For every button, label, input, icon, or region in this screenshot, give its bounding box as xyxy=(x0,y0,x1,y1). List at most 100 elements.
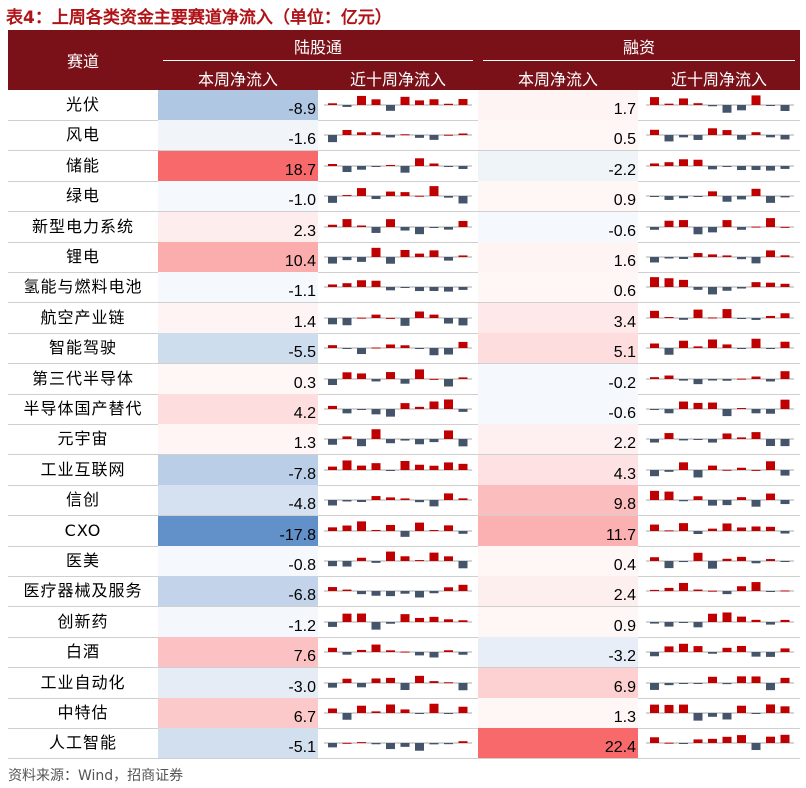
sparkline xyxy=(646,370,794,384)
table-row: 绿电 -1.0 0.9 xyxy=(8,181,800,213)
rz-week-cell: 22.4 xyxy=(478,728,638,759)
table-row: 第三代半导体 0.3 -0.2 xyxy=(8,363,800,395)
rz-week-value: -0.2 xyxy=(608,374,636,392)
sparkline xyxy=(324,130,472,143)
lgt-week-value: -5.1 xyxy=(288,739,316,757)
rz-week-cell: 0.9 xyxy=(478,606,638,637)
rz-week-value: 2.4 xyxy=(613,587,636,605)
lgt-week-cell: 2.3 xyxy=(158,211,318,242)
sparkline xyxy=(324,342,472,356)
sparkline xyxy=(646,675,794,690)
rz-week-value: -0.6 xyxy=(608,405,636,422)
sparkline xyxy=(324,280,472,292)
rz-week-value: 5.1 xyxy=(613,344,636,362)
table-row: 信创 -4.8 9.8 xyxy=(8,485,800,517)
sparkline xyxy=(324,311,472,326)
rz-week-cell: 2.2 xyxy=(478,424,638,455)
rz-week-cell: 0.6 xyxy=(478,272,638,303)
rz-week-value: 3.4 xyxy=(613,313,636,331)
header-track: 赛道 xyxy=(66,52,99,71)
sparkline xyxy=(646,552,794,569)
lgt-week-cell: -8.9 xyxy=(158,90,318,120)
rz-week-cell: -0.2 xyxy=(478,363,638,394)
sparkline xyxy=(646,188,794,204)
lgt-week-value: 0.3 xyxy=(293,374,316,392)
sparkline xyxy=(646,582,794,595)
rz-week-cell: 1.6 xyxy=(478,242,638,272)
lgt-week-cell: 7.6 xyxy=(158,637,318,668)
lgt-week-cell: 1.3 xyxy=(158,424,318,455)
table-row: 锂电 10.4 1.6 xyxy=(8,242,800,273)
track-name: 白酒 xyxy=(65,642,100,662)
lgt-week-value: -17.8 xyxy=(279,526,316,544)
sparkline xyxy=(646,735,794,751)
table-row: 半导体国产替代 4.2 -0.6 xyxy=(8,394,800,425)
lgt-week-cell: 0.3 xyxy=(158,363,318,394)
sparkline xyxy=(324,520,472,537)
table-row: 工业互联网 -7.8 4.3 xyxy=(8,454,800,486)
rz-week-cell: -3.2 xyxy=(478,637,638,668)
track-name: 第三代半导体 xyxy=(31,368,134,388)
table-row: 航空产业链 1.4 3.4 xyxy=(8,302,800,334)
rz-week-value: 0.6 xyxy=(613,283,636,301)
rz-week-value: 0.9 xyxy=(613,192,636,210)
sparkline xyxy=(646,461,794,478)
rz-week-cell: 4.3 xyxy=(478,454,638,485)
track-name: 氢能与燃料电池 xyxy=(23,277,143,297)
table-row: 储能 18.7 -2.2 xyxy=(8,150,800,182)
sparkline xyxy=(324,585,472,598)
rz-week-cell: 0.9 xyxy=(478,181,638,212)
header-lgt-ten: 近十周净流入 xyxy=(349,70,446,89)
lgt-week-value: -1.2 xyxy=(288,617,316,635)
rz-week-cell: 0.5 xyxy=(478,120,638,151)
rz-week-value: 22.4 xyxy=(604,739,636,757)
rz-week-value: 0.9 xyxy=(613,617,636,635)
rz-week-cell: 6.9 xyxy=(478,667,638,698)
lgt-week-value: -1.6 xyxy=(288,131,316,149)
sparkline xyxy=(646,612,794,628)
rz-week-value: 2.2 xyxy=(613,435,636,453)
track-name: 半导体国产替代 xyxy=(23,399,143,418)
lgt-week-value: -7.8 xyxy=(288,465,316,483)
table-row: CXO -17.8 11.7 xyxy=(8,515,800,547)
lgt-week-cell: 6.7 xyxy=(158,698,318,728)
sparkline xyxy=(324,460,472,471)
rz-week-cell: 0.4 xyxy=(478,546,638,576)
lgt-week-cell: -1.6 xyxy=(158,120,318,151)
rz-week-value: 1.3 xyxy=(613,709,636,726)
lgt-week-value: -1.0 xyxy=(288,192,316,210)
lgt-week-value: 1.3 xyxy=(293,435,316,453)
rz-week-value: -3.2 xyxy=(608,648,636,666)
rz-week-cell: -0.6 xyxy=(478,211,638,242)
track-name: 储能 xyxy=(65,155,100,175)
rz-week-cell: 11.7 xyxy=(478,515,638,546)
lgt-week-cell: -3.0 xyxy=(158,667,318,698)
lgt-week-cell: -1.0 xyxy=(158,181,318,212)
rz-week-value: -2.2 xyxy=(608,161,636,179)
lgt-week-cell: -17.8 xyxy=(158,515,318,546)
lgt-week-value: 4.2 xyxy=(293,405,316,422)
track-name: CXO xyxy=(64,520,102,540)
header-divider xyxy=(163,60,473,61)
sparkline xyxy=(646,128,794,142)
rz-week-cell: 2.4 xyxy=(478,576,638,607)
sparkline xyxy=(324,644,472,658)
sparkline xyxy=(324,95,472,111)
sparkline xyxy=(646,159,794,171)
lgt-week-cell: 18.7 xyxy=(158,150,318,181)
header-divider xyxy=(483,60,795,61)
sparkline xyxy=(324,218,472,234)
sparkline xyxy=(324,158,472,173)
header-lgt: 陆股通 xyxy=(293,38,342,57)
sparkline xyxy=(646,338,794,355)
sparkline xyxy=(646,217,794,234)
lgt-week-cell: -1.2 xyxy=(158,606,318,637)
table-row: 元宇宙 1.3 2.2 xyxy=(8,424,800,456)
table-row: 新型电力系统 2.3 -0.6 xyxy=(8,211,800,243)
lgt-week-cell: 4.2 xyxy=(158,394,318,424)
rz-week-cell: -2.2 xyxy=(478,150,638,181)
rz-week-value: 0.5 xyxy=(613,131,636,149)
sparkline xyxy=(646,704,794,721)
table-row: 光伏 -8.9 1.7 xyxy=(8,90,800,121)
sparkline xyxy=(324,247,472,264)
